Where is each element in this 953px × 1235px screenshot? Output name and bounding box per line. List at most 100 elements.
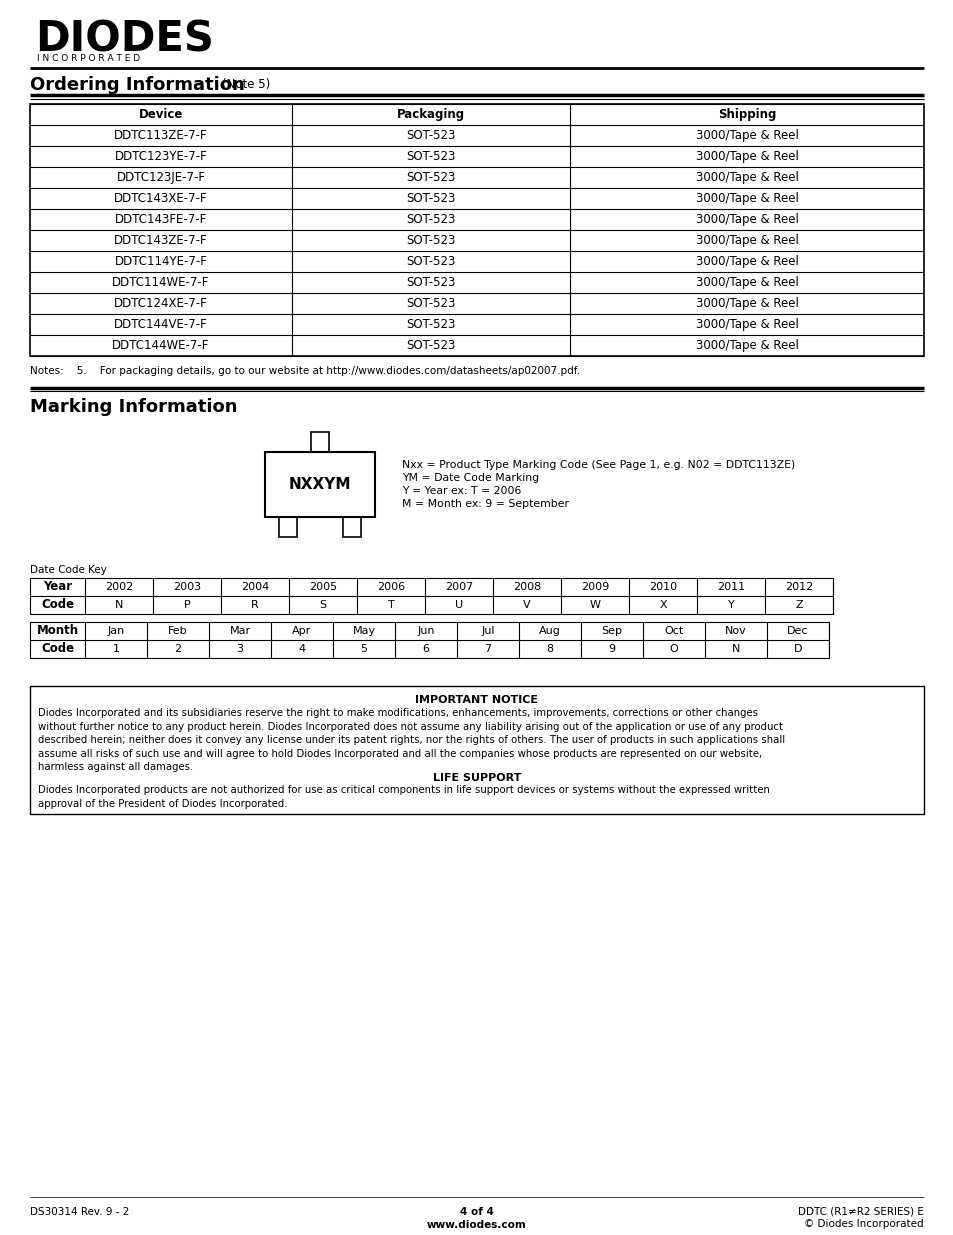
Text: Code: Code	[41, 599, 74, 611]
Text: SOT-523: SOT-523	[406, 212, 456, 226]
Text: Code: Code	[41, 642, 74, 656]
Text: Diodes Incorporated products are not authorized for use as critical components i: Diodes Incorporated products are not aut…	[38, 785, 769, 809]
Text: 2004: 2004	[240, 582, 269, 592]
Text: SOT-523: SOT-523	[406, 191, 456, 205]
Text: SOT-523: SOT-523	[406, 254, 456, 268]
Text: Year: Year	[43, 580, 72, 594]
Text: DDTC113ZE-7-F: DDTC113ZE-7-F	[114, 128, 208, 142]
Text: O: O	[669, 643, 678, 655]
Text: 2007: 2007	[444, 582, 473, 592]
Text: Ordering Information: Ordering Information	[30, 77, 245, 94]
Text: Feb: Feb	[168, 626, 188, 636]
Text: Notes:    5.    For packaging details, go to our website at http://www.diodes.co: Notes: 5. For packaging details, go to o…	[30, 366, 579, 375]
Text: 3000/Tape & Reel: 3000/Tape & Reel	[695, 254, 798, 268]
Text: Diodes Incorporated and its subsidiaries reserve the right to make modifications: Diodes Incorporated and its subsidiaries…	[38, 708, 784, 772]
Bar	[278, 517, 296, 537]
Text: V: V	[522, 600, 530, 610]
Text: 6: 6	[422, 643, 429, 655]
Text: 2009: 2009	[580, 582, 608, 592]
Bar	[265, 452, 375, 517]
Text: IMPORTANT NOTICE: IMPORTANT NOTICE	[416, 695, 537, 705]
Text: NXXYM: NXXYM	[289, 477, 351, 492]
Text: Aug: Aug	[538, 626, 560, 636]
Text: W: W	[589, 600, 599, 610]
Text: SOT-523: SOT-523	[406, 338, 456, 352]
Text: Packaging: Packaging	[396, 107, 464, 121]
Text: I N C O R P O R A T E D: I N C O R P O R A T E D	[37, 54, 140, 63]
Text: Apr: Apr	[292, 626, 312, 636]
Text: YM = Date Code Marking: YM = Date Code Marking	[401, 473, 538, 483]
Text: DDTC143ZE-7-F: DDTC143ZE-7-F	[114, 233, 208, 247]
Text: 2006: 2006	[376, 582, 405, 592]
Text: Nov: Nov	[724, 626, 746, 636]
Text: DDTC123YE-7-F: DDTC123YE-7-F	[114, 149, 207, 163]
Text: 2: 2	[174, 643, 181, 655]
Text: DDTC143XE-7-F: DDTC143XE-7-F	[114, 191, 208, 205]
Text: DDTC124XE-7-F: DDTC124XE-7-F	[114, 296, 208, 310]
Text: 2008: 2008	[513, 582, 540, 592]
Text: R: R	[251, 600, 258, 610]
Text: DDTC144WE-7-F: DDTC144WE-7-F	[112, 338, 210, 352]
Text: May: May	[352, 626, 375, 636]
Bar	[30, 104, 923, 356]
Text: Device: Device	[139, 107, 183, 121]
Text: 3000/Tape & Reel: 3000/Tape & Reel	[695, 317, 798, 331]
Text: SOT-523: SOT-523	[406, 233, 456, 247]
Text: 4 of 4: 4 of 4	[459, 1207, 494, 1216]
Text: 2003: 2003	[172, 582, 201, 592]
Text: (Note 5): (Note 5)	[222, 78, 270, 91]
Text: 3000/Tape & Reel: 3000/Tape & Reel	[695, 233, 798, 247]
Text: 1: 1	[112, 643, 119, 655]
Text: Month: Month	[36, 625, 78, 637]
Text: 2010: 2010	[648, 582, 677, 592]
Text: 2012: 2012	[784, 582, 812, 592]
Text: DDTC114WE-7-F: DDTC114WE-7-F	[112, 275, 210, 289]
Text: Shipping: Shipping	[717, 107, 776, 121]
Text: 3000/Tape & Reel: 3000/Tape & Reel	[695, 191, 798, 205]
Text: SOT-523: SOT-523	[406, 275, 456, 289]
Text: 9: 9	[608, 643, 615, 655]
Text: Jul: Jul	[480, 626, 495, 636]
Text: SOT-523: SOT-523	[406, 170, 456, 184]
Text: U: U	[455, 600, 462, 610]
Text: Marking Information: Marking Information	[30, 398, 237, 416]
Text: www.diodes.com: www.diodes.com	[427, 1220, 526, 1230]
Text: 3000/Tape & Reel: 3000/Tape & Reel	[695, 275, 798, 289]
Text: X: X	[659, 600, 666, 610]
Text: 8: 8	[546, 643, 553, 655]
Text: SOT-523: SOT-523	[406, 317, 456, 331]
Text: M = Month ex: 9 = September: M = Month ex: 9 = September	[401, 499, 568, 509]
Bar	[311, 432, 329, 452]
Text: DDTC114YE-7-F: DDTC114YE-7-F	[114, 254, 207, 268]
Text: SOT-523: SOT-523	[406, 149, 456, 163]
Text: D: D	[793, 643, 801, 655]
Text: DDTC144VE-7-F: DDTC144VE-7-F	[114, 317, 208, 331]
Text: DIODES: DIODES	[35, 19, 213, 61]
Text: 3000/Tape & Reel: 3000/Tape & Reel	[695, 170, 798, 184]
Text: 3000/Tape & Reel: 3000/Tape & Reel	[695, 296, 798, 310]
Text: DDTC (R1≠R2 SERIES) E
© Diodes Incorporated: DDTC (R1≠R2 SERIES) E © Diodes Incorpora…	[798, 1207, 923, 1229]
Text: Nxx = Product Type Marking Code (See Page 1, e.g. N02 = DDTC113ZE): Nxx = Product Type Marking Code (See Pag…	[401, 459, 795, 471]
Text: 3000/Tape & Reel: 3000/Tape & Reel	[695, 149, 798, 163]
Text: Oct: Oct	[663, 626, 683, 636]
Bar	[30, 622, 828, 658]
Text: DS30314 Rev. 9 - 2: DS30314 Rev. 9 - 2	[30, 1207, 130, 1216]
Bar	[343, 517, 360, 537]
Text: Mar: Mar	[230, 626, 251, 636]
Text: DDTC123JE-7-F: DDTC123JE-7-F	[116, 170, 205, 184]
Text: Date Code Key: Date Code Key	[30, 564, 107, 576]
Text: S: S	[319, 600, 326, 610]
Text: 3000/Tape & Reel: 3000/Tape & Reel	[695, 338, 798, 352]
Text: 2002: 2002	[105, 582, 133, 592]
Text: 3000/Tape & Reel: 3000/Tape & Reel	[695, 128, 798, 142]
Bar	[30, 685, 923, 814]
Text: SOT-523: SOT-523	[406, 128, 456, 142]
Text: N: N	[731, 643, 740, 655]
Text: 5: 5	[360, 643, 367, 655]
Text: Y = Year ex: T = 2006: Y = Year ex: T = 2006	[401, 487, 521, 496]
Text: 7: 7	[484, 643, 491, 655]
Text: 3: 3	[236, 643, 243, 655]
Text: DDTC143FE-7-F: DDTC143FE-7-F	[114, 212, 207, 226]
Text: N: N	[114, 600, 123, 610]
Text: Dec: Dec	[786, 626, 808, 636]
